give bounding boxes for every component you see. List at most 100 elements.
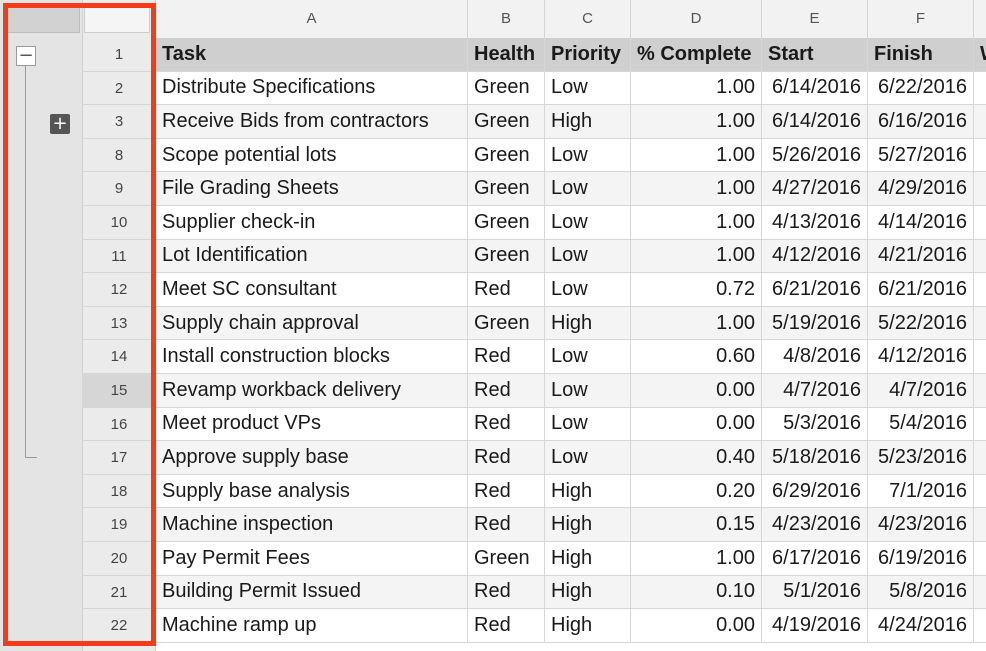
cell-finish[interactable]: 5/27/2016 [868,138,974,172]
row-number[interactable]: 19 [82,508,156,542]
cell-start[interactable]: 5/18/2016 [762,441,868,474]
column-header-1[interactable]: A [156,0,468,38]
cell-finish[interactable]: 6/21/2016 [868,273,974,306]
cell-extra[interactable] [974,475,986,508]
column-header-2[interactable]: B [468,0,545,38]
cell-start[interactable]: 4/8/2016 [762,340,868,373]
cell-complete[interactable]: 0.40 [631,441,762,474]
cell-task[interactable]: Supplier check-in [156,206,468,239]
cell-finish[interactable]: 5/23/2016 [868,441,974,474]
cell-start[interactable]: 5/1/2016 [762,575,868,609]
column-header-4[interactable]: D [631,0,762,38]
cell-priority[interactable]: Low [545,71,631,105]
cell-extra[interactable] [974,576,986,609]
cell-complete[interactable]: 0.60 [631,340,762,373]
cell-extra[interactable] [974,105,986,138]
row-number[interactable]: 18 [82,475,156,509]
cell-finish[interactable]: 6/22/2016 [868,71,974,105]
cell-extra[interactable] [974,340,986,373]
cell-extra[interactable] [974,508,986,541]
cell-health[interactable]: Red [468,374,545,407]
cell-start[interactable]: 4/13/2016 [762,206,868,239]
cell-priority[interactable]: High [545,609,631,642]
cell-health[interactable]: Green [468,172,545,205]
cell-extra[interactable] [974,72,986,105]
cell-extra[interactable] [974,408,986,441]
cell-task[interactable]: Install construction blocks [156,340,468,373]
cell-extra[interactable] [974,441,986,474]
cell-start[interactable]: 6/14/2016 [762,105,868,138]
expand-group-button[interactable]: + [50,114,70,134]
cell-finish[interactable]: 4/14/2016 [868,206,974,239]
cell-priority[interactable]: High [545,575,631,609]
cell-task[interactable]: Machine ramp up [156,609,468,642]
cell-complete[interactable]: 1.00 [631,206,762,239]
cell-start[interactable]: 4/7/2016 [762,374,868,407]
header-cell[interactable]: W [974,38,986,71]
cell-finish[interactable]: 7/1/2016 [868,474,974,508]
cell-finish[interactable]: 4/29/2016 [868,172,974,205]
header-cell[interactable]: Health [468,38,545,71]
cell-priority[interactable]: Low [545,374,631,407]
cell-extra[interactable] [974,307,986,340]
cell-extra[interactable] [974,240,986,273]
cell-start[interactable]: 5/26/2016 [762,138,868,172]
row-number[interactable]: 11 [82,240,156,274]
cell-priority[interactable]: Low [545,138,631,172]
cell-finish[interactable]: 4/12/2016 [868,340,974,373]
cell-start[interactable]: 4/23/2016 [762,508,868,541]
cell-finish[interactable]: 6/16/2016 [868,105,974,138]
select-all-corner[interactable] [84,7,150,33]
row-number[interactable]: 8 [82,139,156,173]
cell-finish[interactable]: 5/22/2016 [868,306,974,340]
header-cell[interactable]: Finish [868,38,974,71]
cell-task[interactable]: Revamp workback delivery [156,374,468,407]
cell-priority[interactable]: Low [545,407,631,441]
cell-health[interactable]: Red [468,474,545,508]
cell-priority[interactable]: High [545,306,631,340]
cell-task[interactable]: Distribute Specifications [156,71,468,105]
cell-complete[interactable]: 0.00 [631,609,762,642]
row-number[interactable]: 14 [82,340,156,374]
cell-task[interactable]: Machine inspection [156,508,468,541]
cell-finish[interactable]: 4/21/2016 [868,239,974,273]
cell-start[interactable]: 5/3/2016 [762,407,868,441]
cell-priority[interactable]: Low [545,172,631,205]
row-number[interactable]: 21 [82,576,156,610]
row-number[interactable]: 10 [82,206,156,240]
cell-task[interactable]: Lot Identification [156,239,468,273]
row-number[interactable]: 17 [82,441,156,475]
row-number[interactable]: 2 [82,72,156,106]
cell-priority[interactable]: High [545,508,631,541]
header-cell[interactable]: % Complete [631,38,762,71]
cell-health[interactable]: Green [468,542,545,575]
row-number[interactable]: 9 [82,172,156,206]
cell-finish[interactable]: 6/19/2016 [868,542,974,575]
cell-task[interactable]: Building Permit Issued [156,575,468,609]
cell-finish[interactable]: 5/4/2016 [868,407,974,441]
cell-priority[interactable]: High [545,105,631,138]
cell-health[interactable]: Red [468,441,545,474]
cell-task[interactable]: Supply base analysis [156,474,468,508]
cell-task[interactable]: Receive Bids from contractors [156,105,468,138]
cell-complete[interactable]: 1.00 [631,172,762,205]
cell-task[interactable]: Approve supply base [156,441,468,474]
cell-task[interactable]: Scope potential lots [156,138,468,172]
cell-start[interactable]: 5/19/2016 [762,306,868,340]
cell-task[interactable]: Supply chain approval [156,306,468,340]
cell-start[interactable]: 6/17/2016 [762,542,868,575]
cell-health[interactable]: Red [468,609,545,642]
cell-finish[interactable]: 4/24/2016 [868,609,974,642]
cell-complete[interactable]: 0.72 [631,273,762,306]
cell-health[interactable]: Green [468,239,545,273]
cell-priority[interactable]: High [545,542,631,575]
cell-complete[interactable]: 1.00 [631,306,762,340]
row-number[interactable]: 3 [82,105,156,139]
row-number[interactable]: 12 [82,273,156,307]
cell-finish[interactable]: 4/7/2016 [868,374,974,407]
column-header-5[interactable]: E [762,0,868,38]
cell-task[interactable]: Meet product VPs [156,407,468,441]
cell-priority[interactable]: Low [545,206,631,239]
cell-extra[interactable] [974,139,986,172]
cell-health[interactable]: Red [468,407,545,441]
